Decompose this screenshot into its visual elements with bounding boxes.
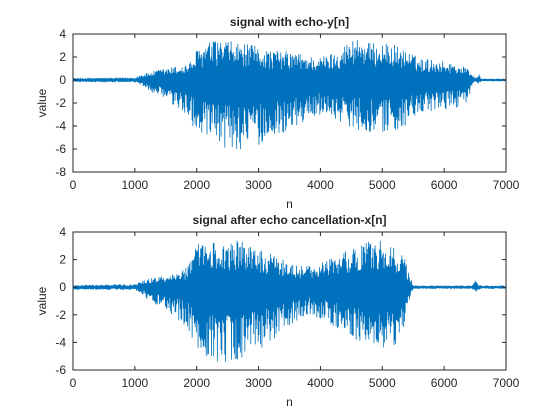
y-tick-label: 0 — [59, 280, 66, 294]
x-ticks-bottom: 0 1000 2000 3000 4000 5000 6000 7000 — [70, 232, 520, 390]
y-tick-label: 4 — [59, 225, 66, 239]
x-tick-label: 5000 — [369, 376, 396, 390]
x-tick-label: 6000 — [431, 376, 458, 390]
x-tick-label: 2000 — [183, 178, 210, 192]
y-tick-label: -4 — [55, 335, 66, 349]
y-ticks-top: -8 -6 -4 -2 0 2 4 — [55, 27, 506, 179]
subplot-bottom: signal after echo cancellation-x[n] -6 -4… — [35, 213, 520, 409]
x-tick-label: 3000 — [245, 376, 272, 390]
plot-title-bottom: signal after echo cancellation-x[n] — [192, 213, 386, 227]
plot-title-top: signal with echo-y[n] — [230, 15, 349, 29]
y-tick-label: 0 — [59, 73, 66, 87]
signal-line-top — [72, 39, 507, 150]
y-tick-label: -6 — [55, 363, 66, 377]
y-tick-label: -8 — [55, 165, 66, 179]
y-ticks-bottom: -6 -4 -2 0 2 4 — [55, 225, 506, 377]
x-tick-label: 7000 — [493, 178, 520, 192]
x-axis-title-top: n — [286, 197, 293, 211]
x-tick-label: 4000 — [307, 178, 334, 192]
y-tick-label: -4 — [55, 119, 66, 133]
x-tick-label: 6000 — [431, 178, 458, 192]
y-tick-label: 2 — [59, 50, 66, 64]
y-tick-label: -6 — [55, 142, 66, 156]
y-tick-label: -2 — [55, 96, 66, 110]
y-tick-label: 4 — [59, 27, 66, 41]
x-ticks-top: 0 1000 2000 3000 4000 5000 6000 7000 — [70, 34, 520, 192]
y-tick-label: -2 — [55, 308, 66, 322]
x-tick-label: 5000 — [369, 178, 396, 192]
x-tick-label: 0 — [70, 178, 77, 192]
x-tick-label: 4000 — [307, 376, 334, 390]
y-axis-title-top: value — [35, 88, 49, 117]
x-axis-title-bottom: n — [286, 395, 293, 409]
x-tick-label: 0 — [70, 376, 77, 390]
x-tick-label: 7000 — [493, 376, 520, 390]
x-tick-label: 1000 — [122, 178, 149, 192]
x-tick-label: 3000 — [245, 178, 272, 192]
x-tick-label: 1000 — [122, 376, 149, 390]
signal-line-bottom — [72, 240, 507, 362]
y-axis-title-bottom: value — [35, 286, 49, 315]
subplot-top: signal with echo-y[n] -8 -6 -4 -2 0 2 4 0 1000 2… — [35, 15, 520, 211]
y-tick-label: 2 — [59, 253, 66, 267]
x-tick-label: 2000 — [183, 376, 210, 390]
